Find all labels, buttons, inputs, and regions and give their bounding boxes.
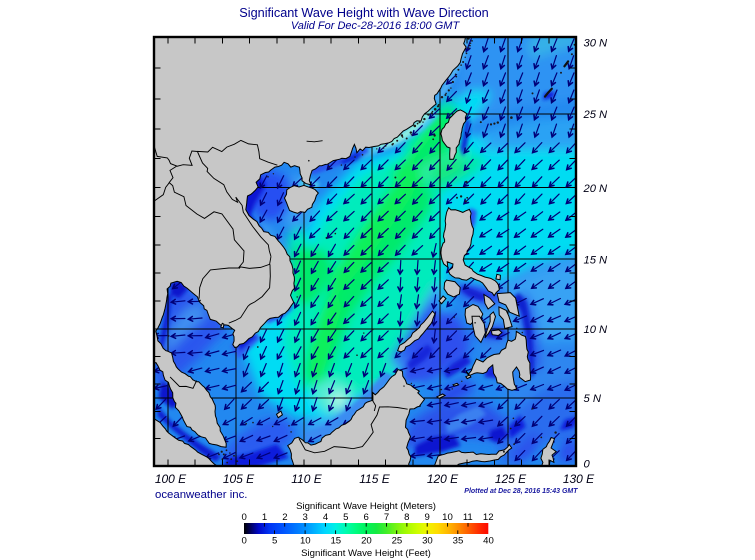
svg-text:10: 10	[442, 512, 453, 523]
svg-text:5: 5	[343, 512, 348, 523]
svg-text:Valid For Dec-28-2016 18:00 GM: Valid For Dec-28-2016 18:00 GMT	[291, 20, 461, 32]
svg-text:4: 4	[323, 512, 329, 523]
svg-text:5 N: 5 N	[584, 393, 602, 405]
svg-text:105 E: 105 E	[223, 472, 255, 486]
svg-text:10 N: 10 N	[584, 324, 609, 336]
svg-text:0: 0	[242, 512, 247, 523]
svg-text:oceanweather inc.: oceanweather inc.	[155, 489, 247, 501]
svg-text:15 N: 15 N	[584, 254, 609, 266]
svg-text:0: 0	[242, 536, 247, 547]
svg-text:100 E: 100 E	[155, 472, 187, 486]
svg-text:115 E: 115 E	[359, 472, 390, 486]
svg-text:12: 12	[483, 512, 494, 523]
svg-text:1: 1	[262, 512, 267, 523]
svg-text:5: 5	[272, 536, 277, 547]
svg-text:8: 8	[404, 512, 409, 523]
svg-text:110 E: 110 E	[291, 472, 322, 486]
svg-text:25: 25	[392, 536, 403, 547]
svg-text:9: 9	[425, 512, 430, 523]
svg-text:6: 6	[364, 512, 369, 523]
svg-text:2: 2	[282, 512, 287, 523]
svg-text:Significant Wave Height (Feet): Significant Wave Height (Feet)	[301, 548, 431, 559]
svg-text:Significant Wave Height with W: Significant Wave Height with Wave Direct…	[239, 6, 488, 20]
svg-text:20: 20	[361, 536, 372, 547]
svg-text:7: 7	[384, 512, 389, 523]
svg-text:30 N: 30 N	[584, 38, 609, 50]
svg-text:40: 40	[483, 536, 494, 547]
svg-text:120 E: 120 E	[427, 472, 459, 486]
svg-text:30: 30	[422, 536, 433, 547]
svg-text:Significant Wave Height (Meter: Significant Wave Height (Meters)	[296, 501, 436, 512]
svg-text:15: 15	[330, 536, 341, 547]
svg-text:Plotted at Dec 28, 2016 15:43: Plotted at Dec 28, 2016 15:43 GMT	[464, 488, 578, 495]
svg-text:10: 10	[300, 536, 311, 547]
svg-text:125 E: 125 E	[495, 472, 527, 486]
svg-text:3: 3	[303, 512, 308, 523]
svg-text:0: 0	[584, 459, 591, 471]
svg-text:11: 11	[463, 512, 473, 523]
svg-text:35: 35	[453, 536, 464, 547]
svg-text:20 N: 20 N	[583, 183, 609, 195]
svg-text:25 N: 25 N	[583, 109, 609, 121]
svg-text:130 E: 130 E	[563, 472, 595, 486]
